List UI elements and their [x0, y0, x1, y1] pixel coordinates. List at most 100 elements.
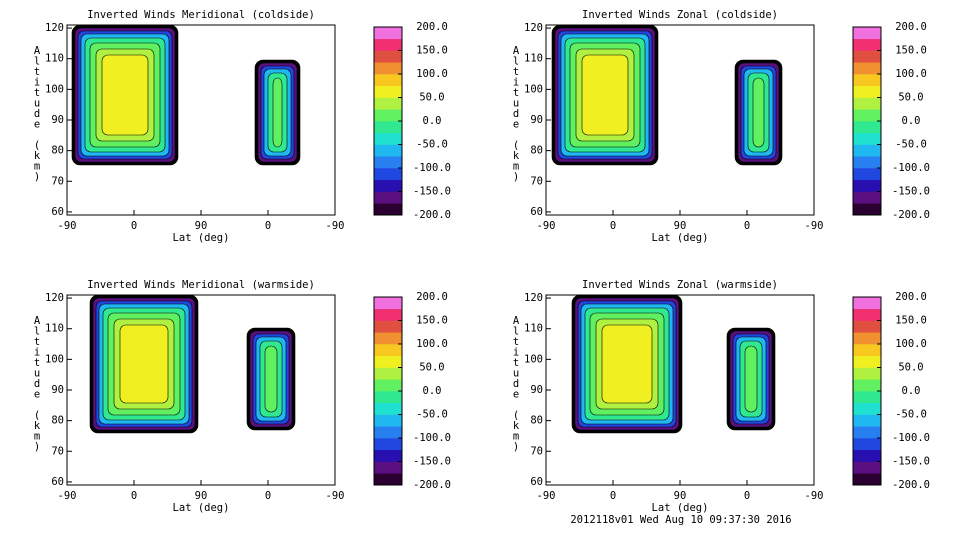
colorbar-band — [374, 38, 402, 51]
y-tick-label: 120 — [45, 22, 64, 34]
colorbar-tick-label: -50.0 — [416, 409, 448, 421]
colorbar-band — [853, 332, 881, 345]
x-axis-label: Lat (deg) — [173, 502, 230, 514]
colorbar-band — [853, 344, 881, 357]
contour-field — [571, 294, 776, 434]
y-tick-label: 90 — [51, 384, 64, 396]
contour-fill — [264, 345, 278, 413]
colorbar-tick-label: 0.0 — [423, 385, 442, 397]
colorbar-band — [853, 156, 881, 169]
colorbar-tick-label: -150.0 — [413, 186, 451, 198]
x-tick-label: -90 — [58, 220, 77, 232]
colorbar-band — [853, 308, 881, 321]
colorbar-band — [853, 85, 881, 98]
y-tick-label: 80 — [51, 145, 64, 157]
colorbar-tick-label: -100.0 — [413, 162, 451, 174]
colorbar-band — [374, 144, 402, 157]
colorbar-tick-label: -100.0 — [413, 432, 451, 444]
colorbar-band — [374, 121, 402, 134]
colorbar-tick-label: -150.0 — [413, 456, 451, 468]
colorbar-band — [853, 414, 881, 427]
x-tick-label: -90 — [537, 490, 556, 502]
contour-fill — [601, 324, 653, 404]
colorbar-band — [374, 297, 402, 310]
colorbar-band — [853, 179, 881, 192]
x-tick-label: 0 — [131, 220, 137, 232]
y-tick-label: 60 — [51, 206, 64, 218]
colorbar-tick-label: 0.0 — [423, 115, 442, 127]
y-tick-label: 90 — [530, 114, 543, 126]
footer: 2012118v01 Wed Aug 10 09:37:30 2016 — [570, 514, 791, 526]
colorbar-tick-label: 50.0 — [898, 362, 923, 374]
colorbar-band — [374, 473, 402, 486]
colorbar-tick-label: -150.0 — [892, 456, 930, 468]
plot-title: Inverted Winds Zonal (coldside) — [582, 9, 778, 21]
colorbar-tick-label: -100.0 — [892, 432, 930, 444]
y-tick-label: 80 — [530, 145, 543, 157]
x-tick-label: 0 — [610, 490, 616, 502]
colorbar-band — [853, 203, 881, 216]
x-tick-label: 0 — [610, 220, 616, 232]
colorbar-tick-label: -150.0 — [892, 186, 930, 198]
colorbar-tick-label: 100.0 — [895, 338, 927, 350]
colorbar-band — [374, 85, 402, 98]
colorbar-tick-label: 200.0 — [895, 21, 927, 33]
colorbar-band — [853, 168, 881, 181]
colorbar-band — [853, 320, 881, 333]
colorbar-tick-label: 50.0 — [419, 92, 444, 104]
y-tick-label: 70 — [530, 445, 543, 457]
x-tick-label: 90 — [195, 220, 208, 232]
x-axis-label: Lat (deg) — [652, 502, 709, 514]
colorbar-band — [374, 179, 402, 192]
colorbar-tick-label: 150.0 — [895, 315, 927, 327]
y-tick-label: 90 — [51, 114, 64, 126]
colorbar-band — [374, 156, 402, 169]
colorbar-tick-label: -200.0 — [892, 479, 930, 491]
y-tick-label: 60 — [530, 206, 543, 218]
colorbar-band — [853, 74, 881, 87]
colorbar-tick-label: -200.0 — [892, 209, 930, 221]
colorbar-band — [374, 414, 402, 427]
colorbar-band — [374, 74, 402, 87]
colorbar-band — [374, 168, 402, 181]
colorbar-band — [853, 461, 881, 474]
colorbar-band — [853, 402, 881, 415]
colorbar-tick-label: 50.0 — [419, 362, 444, 374]
colorbar-band — [374, 203, 402, 216]
colorbar-band — [853, 391, 881, 404]
colorbar-band — [853, 367, 881, 380]
y-tick-label: 120 — [524, 22, 543, 34]
contour-fill — [101, 54, 149, 136]
colorbar-band — [374, 97, 402, 110]
colorbar-band — [374, 62, 402, 75]
x-tick-label: 90 — [674, 490, 687, 502]
colorbar-band — [853, 132, 881, 145]
plot-title: Inverted Winds Meridional (coldside) — [87, 9, 315, 21]
colorbar-tick-label: -50.0 — [416, 139, 448, 151]
colorbar-band — [853, 355, 881, 368]
contour-fill — [581, 54, 629, 136]
colorbar-tick-label: -50.0 — [895, 139, 927, 151]
colorbar-tick-label: -100.0 — [892, 162, 930, 174]
x-tick-label: 0 — [131, 490, 137, 502]
colorbar-band — [374, 426, 402, 439]
colorbar-tick-label: 150.0 — [416, 315, 448, 327]
colorbar-band — [853, 144, 881, 157]
x-tick-label: 90 — [674, 220, 687, 232]
y-tick-label: 110 — [524, 323, 543, 335]
x-tick-label: 0 — [265, 220, 271, 232]
colorbar-tick-label: 200.0 — [895, 291, 927, 303]
colorbar-band — [853, 473, 881, 486]
colorbar-tick-label: 100.0 — [895, 68, 927, 80]
x-tick-label: -90 — [326, 220, 345, 232]
colorbar-band — [374, 461, 402, 474]
contour-fill — [744, 345, 758, 413]
colorbar-tick-label: 200.0 — [416, 21, 448, 33]
x-tick-label: -90 — [805, 220, 824, 232]
y-tick-label: 90 — [530, 384, 543, 396]
